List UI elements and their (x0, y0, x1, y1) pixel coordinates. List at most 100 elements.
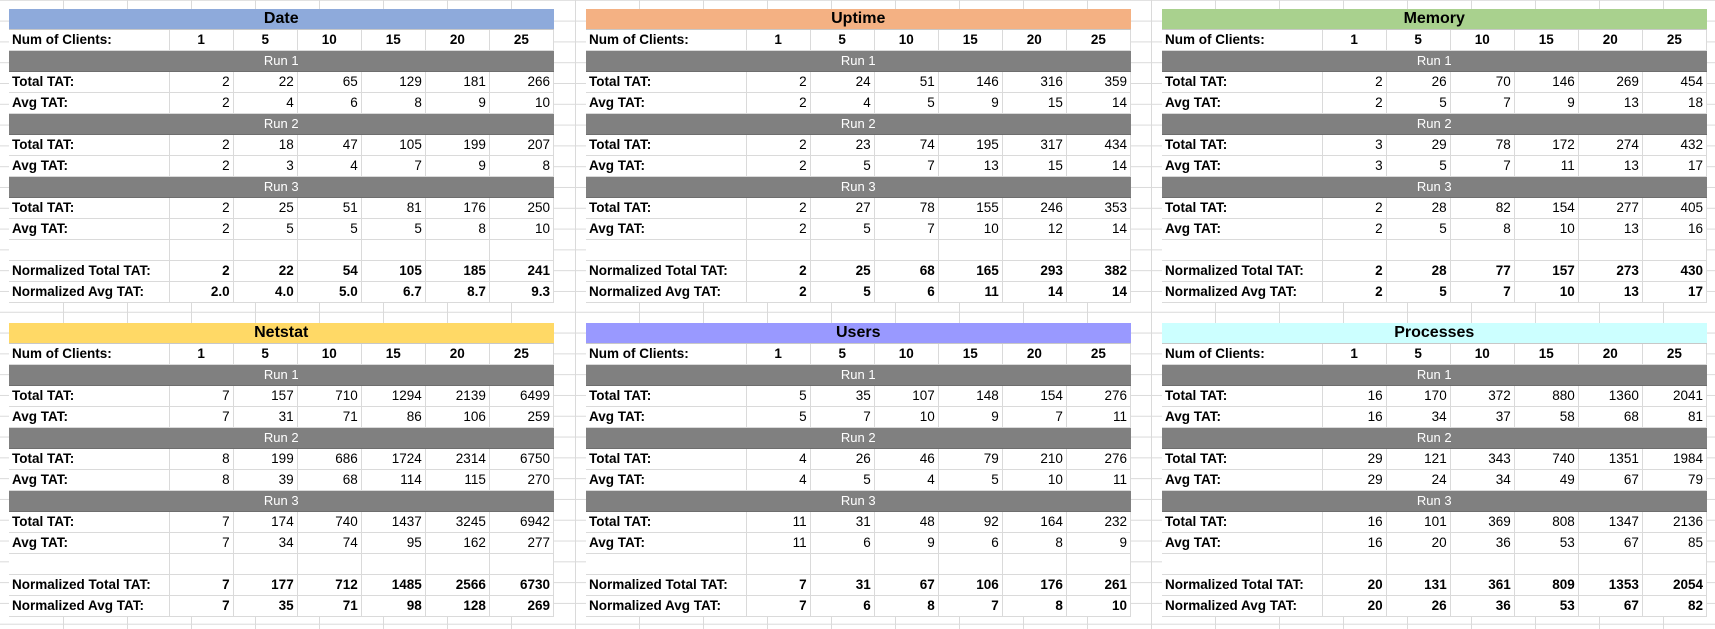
normalized-total-cell[interactable]: 177 (233, 574, 298, 597)
avg-tat-label[interactable]: Avg TAT: (1162, 92, 1323, 115)
clients-header-cell[interactable]: 25 (1642, 343, 1708, 366)
avg-tat-cell[interactable]: 15 (1002, 155, 1067, 178)
normalized-avg-cell[interactable]: 8.7 (425, 281, 490, 304)
total-tat-cell[interactable]: 246 (1002, 197, 1067, 220)
normalized-avg-cell[interactable]: 13 (1578, 281, 1643, 304)
empty-cell[interactable] (586, 239, 747, 262)
avg-tat-cell[interactable]: 7 (169, 406, 234, 429)
avg-tat-cell[interactable]: 79 (1642, 469, 1708, 492)
total-tat-cell[interactable]: 170 (1386, 385, 1451, 408)
total-tat-cell[interactable]: 181 (425, 71, 490, 94)
avg-tat-cell[interactable]: 10 (874, 406, 939, 429)
avg-tat-label[interactable]: Avg TAT: (9, 92, 170, 115)
avg-tat-cell[interactable]: 270 (489, 469, 555, 492)
total-tat-cell[interactable]: 107 (874, 385, 939, 408)
total-tat-cell[interactable]: 266 (489, 71, 555, 94)
total-tat-cell[interactable]: 7 (169, 511, 234, 534)
avg-tat-cell[interactable]: 16 (1322, 532, 1387, 555)
total-tat-cell[interactable]: 1724 (361, 448, 426, 471)
empty-cell[interactable] (938, 239, 1003, 262)
avg-tat-cell[interactable]: 7 (1450, 92, 1515, 115)
normalized-avg-cell[interactable]: 4.0 (233, 281, 298, 304)
total-tat-cell[interactable]: 3245 (425, 511, 490, 534)
total-tat-cell[interactable]: 16 (1322, 511, 1387, 534)
empty-cell[interactable] (1162, 553, 1323, 576)
total-tat-label[interactable]: Total TAT: (9, 71, 170, 94)
total-tat-cell[interactable]: 6942 (489, 511, 555, 534)
avg-tat-cell[interactable]: 5 (938, 469, 1003, 492)
normalized-avg-label[interactable]: Normalized Avg TAT: (9, 281, 170, 304)
normalized-avg-cell[interactable]: 35 (233, 595, 298, 618)
normalized-avg-cell[interactable]: 7 (938, 595, 1003, 618)
total-tat-cell[interactable]: 154 (1002, 385, 1067, 408)
total-tat-cell[interactable]: 28 (1386, 197, 1451, 220)
normalized-total-cell[interactable]: 1353 (1578, 574, 1643, 597)
normalized-total-cell[interactable]: 157 (1514, 260, 1579, 283)
total-tat-cell[interactable]: 101 (1386, 511, 1451, 534)
total-tat-cell[interactable]: 250 (489, 197, 555, 220)
run-label[interactable]: Run 1 (586, 364, 1131, 387)
total-tat-cell[interactable]: 121 (1386, 448, 1451, 471)
clients-header-cell[interactable]: 1 (169, 343, 234, 366)
date-title[interactable]: Date (9, 9, 554, 31)
normalized-total-cell[interactable]: 105 (361, 260, 426, 283)
normalized-total-cell[interactable]: 25 (810, 260, 875, 283)
normalized-total-cell[interactable]: 2 (746, 260, 811, 283)
clients-header-cell[interactable]: 5 (233, 29, 298, 52)
total-tat-cell[interactable]: 29 (1386, 134, 1451, 157)
avg-tat-label[interactable]: Avg TAT: (586, 92, 747, 115)
empty-cell[interactable] (1450, 553, 1515, 576)
avg-tat-label[interactable]: Avg TAT: (586, 218, 747, 241)
clients-header-cell[interactable]: 10 (297, 343, 362, 366)
empty-cell[interactable] (874, 553, 939, 576)
num-clients-label[interactable]: Num of Clients: (9, 343, 170, 366)
total-tat-cell[interactable]: 74 (874, 134, 939, 157)
total-tat-cell[interactable]: 148 (938, 385, 1003, 408)
total-tat-cell[interactable]: 70 (1450, 71, 1515, 94)
run-label[interactable]: Run 1 (9, 50, 554, 73)
avg-tat-cell[interactable]: 4 (297, 155, 362, 178)
avg-tat-cell[interactable]: 8 (425, 218, 490, 241)
normalized-total-label[interactable]: Normalized Total TAT: (586, 574, 747, 597)
avg-tat-label[interactable]: Avg TAT: (9, 218, 170, 241)
avg-tat-cell[interactable]: 81 (1642, 406, 1708, 429)
empty-cell[interactable] (1514, 239, 1579, 262)
clients-header-cell[interactable]: 5 (233, 343, 298, 366)
empty-cell[interactable] (874, 239, 939, 262)
normalized-total-label[interactable]: Normalized Total TAT: (586, 260, 747, 283)
normalized-avg-cell[interactable]: 6 (810, 595, 875, 618)
uptime-title[interactable]: Uptime (586, 9, 1131, 31)
total-tat-cell[interactable]: 1351 (1578, 448, 1643, 471)
avg-tat-cell[interactable]: 14 (1066, 92, 1132, 115)
clients-header-cell[interactable]: 10 (297, 29, 362, 52)
clients-header-cell[interactable]: 25 (1066, 29, 1132, 52)
total-tat-cell[interactable]: 65 (297, 71, 362, 94)
total-tat-cell[interactable]: 26 (1386, 71, 1451, 94)
avg-tat-cell[interactable]: 9 (874, 532, 939, 555)
avg-tat-cell[interactable]: 2 (1322, 92, 1387, 115)
total-tat-cell[interactable]: 24 (810, 71, 875, 94)
avg-tat-cell[interactable]: 10 (489, 218, 555, 241)
total-tat-label[interactable]: Total TAT: (9, 134, 170, 157)
avg-tat-cell[interactable]: 85 (1642, 532, 1708, 555)
normalized-avg-cell[interactable]: 8 (1002, 595, 1067, 618)
clients-header-cell[interactable]: 10 (1450, 343, 1515, 366)
empty-cell[interactable] (169, 553, 234, 576)
total-tat-cell[interactable]: 78 (874, 197, 939, 220)
clients-header-cell[interactable]: 1 (169, 29, 234, 52)
avg-tat-cell[interactable]: 5 (1386, 218, 1451, 241)
avg-tat-cell[interactable]: 162 (425, 532, 490, 555)
normalized-avg-cell[interactable]: 6 (874, 281, 939, 304)
normalized-total-cell[interactable]: 361 (1450, 574, 1515, 597)
normalized-avg-cell[interactable]: 82 (1642, 595, 1708, 618)
clients-header-cell[interactable]: 1 (1322, 343, 1387, 366)
empty-cell[interactable] (746, 239, 811, 262)
avg-tat-cell[interactable]: 8 (1002, 532, 1067, 555)
empty-cell[interactable] (1386, 239, 1451, 262)
normalized-avg-cell[interactable]: 36 (1450, 595, 1515, 618)
processes-title[interactable]: Processes (1162, 323, 1707, 345)
total-tat-cell[interactable]: 146 (938, 71, 1003, 94)
total-tat-cell[interactable]: 343 (1450, 448, 1515, 471)
total-tat-label[interactable]: Total TAT: (1162, 71, 1323, 94)
total-tat-label[interactable]: Total TAT: (586, 448, 747, 471)
